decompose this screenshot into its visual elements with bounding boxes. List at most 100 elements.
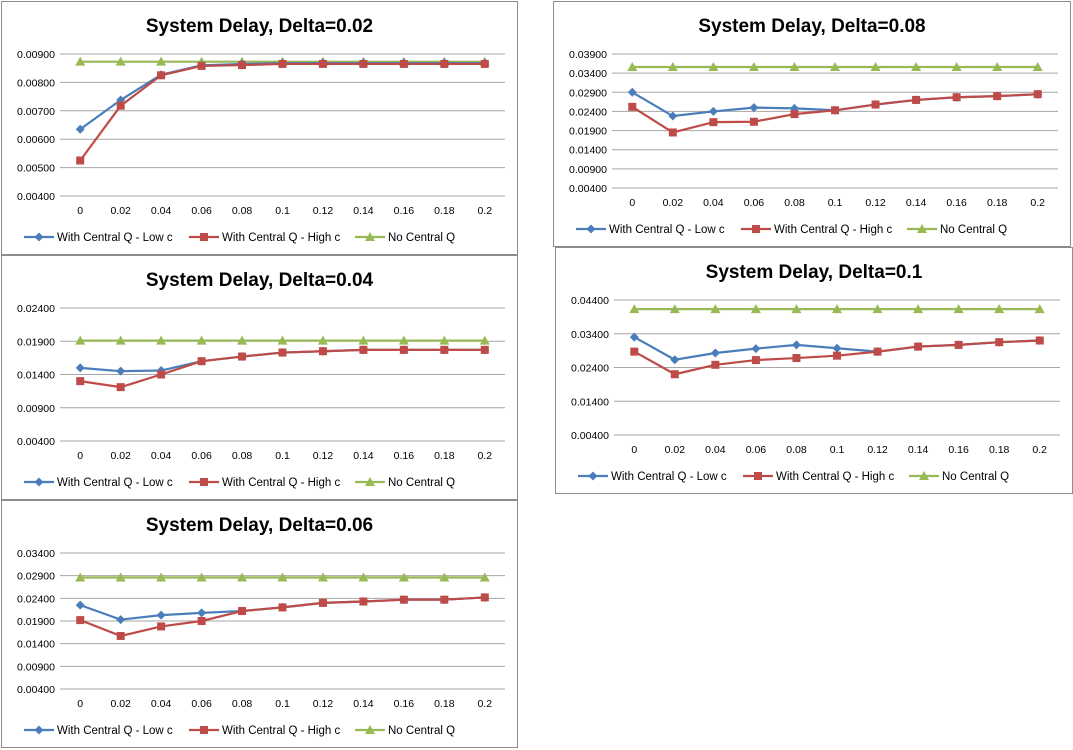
- data-point: [992, 62, 1003, 72]
- legend-entry: With Central Q - Low c: [24, 232, 173, 244]
- data-point: [790, 110, 799, 119]
- data-point: [75, 56, 86, 66]
- x-tick-label: 0.2: [1032, 444, 1047, 456]
- legend-marker: [917, 224, 927, 233]
- data-point: [278, 603, 287, 612]
- x-tick-label: 0.18: [989, 444, 1010, 456]
- x-tick-label: 0.02: [665, 444, 686, 456]
- x-tick-label: 0.06: [191, 205, 212, 217]
- data-point: [751, 356, 760, 365]
- legend-entry: No Central Q: [909, 471, 1009, 483]
- x-tick-label: 0.06: [746, 444, 767, 456]
- x-tick-label: 0.04: [151, 205, 172, 217]
- data-point: [479, 335, 490, 345]
- data-point: [789, 62, 800, 72]
- legend-label: With Central Q - High c: [222, 477, 340, 489]
- data-point: [277, 335, 288, 345]
- data-point: [156, 56, 167, 66]
- legend-label: With Central Q - Low c: [609, 224, 725, 236]
- series-triangle: [75, 572, 490, 582]
- data-point: [832, 343, 842, 353]
- data-point: [398, 335, 409, 345]
- x-tick-label: 0.06: [744, 197, 765, 209]
- data-point: [708, 106, 718, 116]
- legend-label: With Central Q - Low c: [611, 471, 727, 483]
- x-tick-label: 0.2: [477, 698, 492, 710]
- data-point: [952, 93, 961, 102]
- data-point: [479, 572, 490, 582]
- x-tick-label: 0.16: [394, 698, 415, 710]
- data-point: [398, 572, 409, 582]
- legend-entry: With Central Q - Low c: [578, 471, 727, 483]
- legend-label: No Central Q: [388, 477, 455, 489]
- data-point: [668, 111, 678, 121]
- y-tick-label: 0.00900: [569, 164, 607, 176]
- legend-label: No Central Q: [388, 232, 455, 244]
- series-line: [79, 62, 485, 162]
- y-tick-label: 0.00900: [17, 661, 55, 673]
- x-tick-label: 0.06: [191, 450, 212, 462]
- x-tick-label: 0.18: [434, 698, 455, 710]
- data-point: [359, 345, 368, 354]
- legend-entry: No Central Q: [355, 725, 455, 737]
- data-point: [439, 335, 450, 345]
- y-tick-label: 0.01400: [17, 370, 55, 382]
- x-tick-label: 0.16: [948, 444, 969, 456]
- data-point: [399, 345, 408, 354]
- data-point: [628, 102, 637, 111]
- x-tick-label: 0.08: [786, 444, 807, 456]
- y-tick-label: 0.02400: [571, 363, 609, 375]
- y-tick-label: 0.01900: [17, 616, 55, 628]
- data-point: [913, 304, 924, 314]
- data-point: [317, 572, 328, 582]
- x-tick-label: 0.18: [434, 205, 455, 217]
- data-point: [914, 342, 923, 351]
- legend-marker: [919, 471, 929, 480]
- x-tick-label: 0.12: [867, 444, 888, 456]
- x-tick-label: 0.14: [353, 698, 374, 710]
- data-point: [830, 62, 840, 72]
- y-tick-label: 0.00600: [17, 134, 55, 146]
- x-tick-label: 0: [77, 698, 83, 710]
- legend-label: With Central Q - High c: [222, 232, 340, 244]
- legend-entry: No Central Q: [355, 232, 455, 244]
- y-tick-label: 0.02400: [17, 303, 55, 315]
- x-tick-label: 0.04: [151, 698, 172, 710]
- data-point: [156, 610, 166, 620]
- data-point: [629, 332, 639, 342]
- data-point: [196, 335, 207, 345]
- data-point: [440, 345, 449, 354]
- data-point: [670, 370, 679, 379]
- data-point: [75, 600, 85, 610]
- x-tick-label: 0: [77, 205, 83, 217]
- x-tick-label: 0.1: [828, 197, 843, 209]
- legend-entry: With Central Q - High c: [743, 471, 894, 483]
- data-point: [440, 59, 449, 68]
- data-point: [76, 616, 85, 625]
- legend-label: No Central Q: [942, 471, 1009, 483]
- x-tick-label: 0.04: [151, 450, 172, 462]
- x-tick-label: 0.08: [232, 205, 253, 217]
- data-point: [670, 355, 680, 365]
- series-square: [630, 336, 1044, 379]
- legend-label: With Central Q - High c: [774, 224, 892, 236]
- y-tick-label: 0.00400: [17, 436, 55, 448]
- chart-title: System Delay, Delta=0.06: [146, 515, 373, 536]
- data-point: [954, 340, 963, 349]
- data-point: [75, 124, 85, 134]
- x-tick-label: 0.2: [1030, 197, 1045, 209]
- legend-marker: [34, 232, 44, 242]
- data-point: [75, 572, 86, 582]
- y-tick-label: 0.01400: [571, 396, 609, 408]
- data-point: [1033, 90, 1042, 99]
- data-point: [1035, 336, 1044, 345]
- x-tick-label: 0.12: [313, 698, 334, 710]
- data-point: [76, 377, 85, 386]
- data-point: [115, 572, 126, 582]
- data-point: [237, 335, 248, 345]
- data-point: [359, 59, 368, 68]
- data-point: [911, 62, 922, 72]
- y-tick-label: 0.01400: [17, 639, 55, 651]
- y-tick-label: 0.02900: [569, 87, 607, 99]
- data-point: [277, 572, 288, 582]
